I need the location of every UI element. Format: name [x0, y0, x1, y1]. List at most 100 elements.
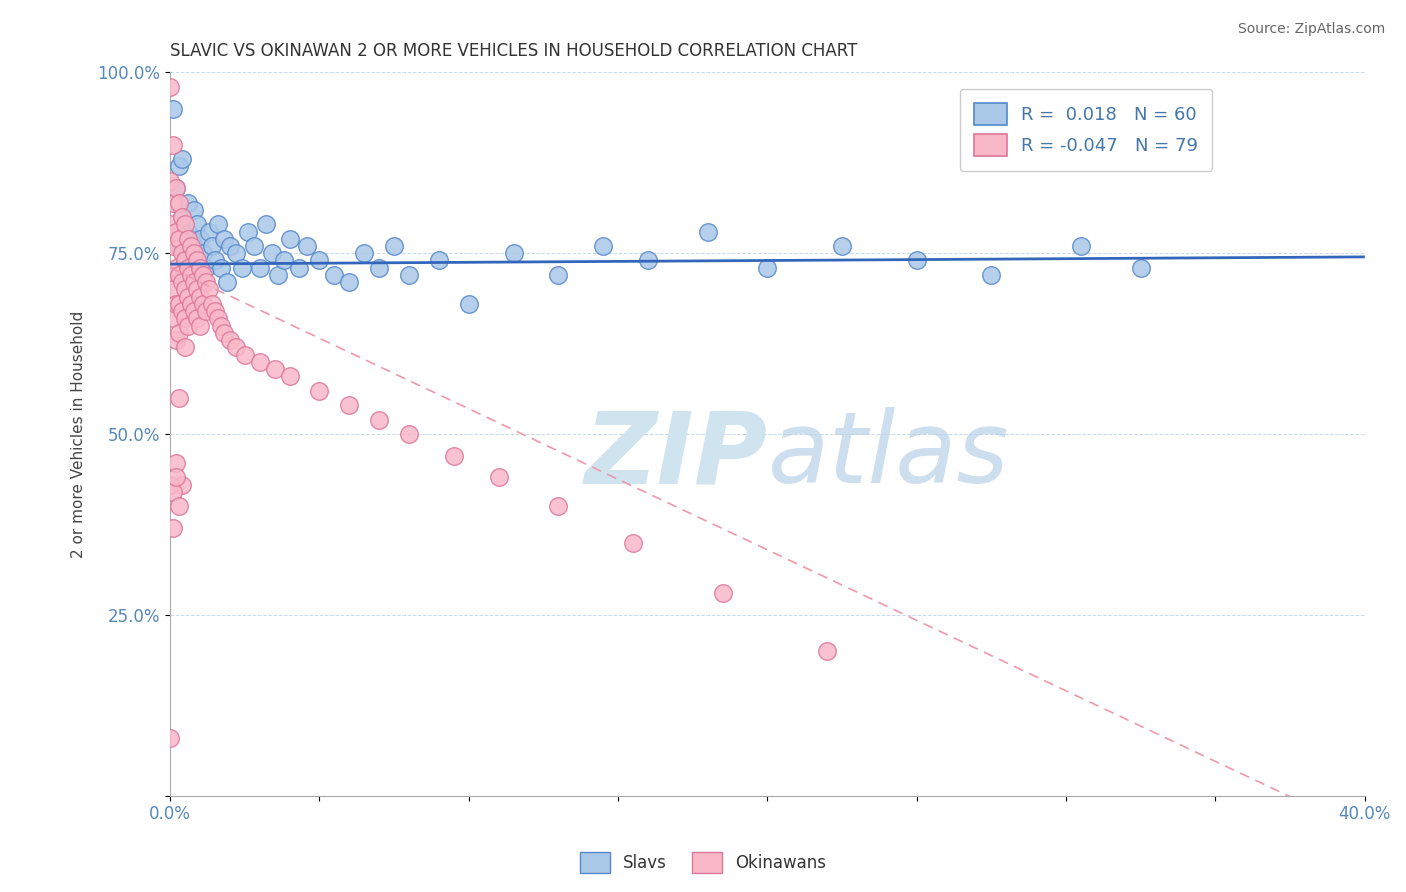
- Y-axis label: 2 or more Vehicles in Household: 2 or more Vehicles in Household: [72, 310, 86, 558]
- Point: [162, 137, 184, 152]
- Legend: R =  0.018   N = 60, R = -0.047   N = 79: R = 0.018 N = 60, R = -0.047 N = 79: [959, 88, 1212, 170]
- Point: [209, 260, 232, 275]
- Point: [183, 246, 205, 260]
- Point: [233, 347, 256, 361]
- Point: [162, 282, 184, 296]
- Point: [980, 268, 1002, 282]
- Point: [186, 311, 208, 326]
- Point: [592, 239, 614, 253]
- Point: [502, 246, 524, 260]
- Point: [254, 217, 277, 231]
- Point: [831, 239, 853, 253]
- Point: [186, 253, 208, 268]
- Point: [273, 253, 295, 268]
- Point: [167, 232, 190, 246]
- Point: [159, 217, 181, 231]
- Point: [207, 311, 229, 326]
- Point: [174, 282, 197, 296]
- Text: atlas: atlas: [768, 408, 1010, 504]
- Point: [201, 239, 224, 253]
- Point: [368, 260, 391, 275]
- Point: [194, 304, 217, 318]
- Point: [225, 340, 247, 354]
- Point: [183, 202, 205, 217]
- Point: [191, 268, 214, 282]
- Point: [207, 217, 229, 231]
- Point: [457, 297, 479, 311]
- Point: [201, 297, 224, 311]
- Point: [165, 225, 187, 239]
- Point: [488, 470, 510, 484]
- Point: [278, 232, 301, 246]
- Point: [170, 246, 193, 260]
- Point: [159, 731, 181, 745]
- Point: [218, 239, 240, 253]
- Point: [323, 268, 346, 282]
- Point: [198, 282, 221, 296]
- Point: [180, 239, 202, 253]
- Point: [177, 195, 200, 210]
- Point: [225, 246, 247, 260]
- Point: [174, 217, 197, 231]
- Point: [180, 260, 202, 275]
- Point: [167, 500, 190, 514]
- Point: [382, 239, 405, 253]
- Point: [278, 369, 301, 384]
- Point: [165, 470, 187, 484]
- Point: [170, 210, 193, 224]
- Point: [183, 239, 205, 253]
- Point: [162, 195, 184, 210]
- Point: [159, 477, 181, 491]
- Point: [337, 398, 360, 412]
- Point: [170, 275, 193, 289]
- Point: [815, 644, 838, 658]
- Point: [174, 217, 197, 231]
- Point: [443, 449, 465, 463]
- Point: [308, 384, 330, 398]
- Point: [260, 246, 283, 260]
- Point: [162, 311, 184, 326]
- Point: [159, 174, 181, 188]
- Point: [905, 253, 928, 268]
- Point: [188, 290, 211, 304]
- Point: [212, 326, 235, 340]
- Point: [308, 253, 330, 268]
- Point: [204, 304, 226, 318]
- Point: [162, 102, 184, 116]
- Point: [249, 260, 271, 275]
- Point: [167, 160, 190, 174]
- Point: [194, 260, 217, 275]
- Point: [427, 253, 450, 268]
- Point: [167, 268, 190, 282]
- Point: [191, 246, 214, 260]
- Point: [287, 260, 309, 275]
- Point: [297, 239, 319, 253]
- Point: [696, 225, 718, 239]
- Text: SLAVIC VS OKINAWAN 2 OR MORE VEHICLES IN HOUSEHOLD CORRELATION CHART: SLAVIC VS OKINAWAN 2 OR MORE VEHICLES IN…: [170, 42, 858, 60]
- Point: [167, 195, 190, 210]
- Point: [165, 333, 187, 347]
- Point: [621, 535, 644, 549]
- Legend: Slavs, Okinawans: Slavs, Okinawans: [574, 846, 832, 880]
- Point: [186, 253, 208, 268]
- Text: ZIP: ZIP: [585, 408, 768, 504]
- Point: [180, 268, 202, 282]
- Point: [167, 239, 190, 253]
- Point: [165, 456, 187, 470]
- Point: [1129, 260, 1152, 275]
- Point: [167, 326, 190, 340]
- Point: [1070, 239, 1092, 253]
- Point: [204, 253, 226, 268]
- Point: [180, 297, 202, 311]
- Point: [174, 253, 197, 268]
- Point: [177, 318, 200, 333]
- Point: [188, 232, 211, 246]
- Point: [209, 318, 232, 333]
- Point: [165, 297, 187, 311]
- Point: [162, 485, 184, 500]
- Point: [191, 297, 214, 311]
- Point: [170, 153, 193, 167]
- Point: [174, 311, 197, 326]
- Point: [215, 275, 238, 289]
- Point: [547, 500, 569, 514]
